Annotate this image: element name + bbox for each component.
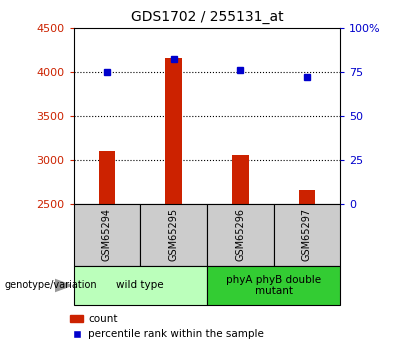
Text: GSM65296: GSM65296 — [235, 208, 245, 261]
Text: phyA phyB double
mutant: phyA phyB double mutant — [226, 275, 321, 296]
Bar — [74, 204, 140, 266]
Bar — [74, 266, 207, 305]
Text: GSM65297: GSM65297 — [302, 208, 312, 261]
Legend: count, percentile rank within the sample: count, percentile rank within the sample — [70, 314, 264, 339]
Bar — [140, 204, 207, 266]
Polygon shape — [55, 279, 71, 292]
Bar — [207, 204, 273, 266]
Bar — [299, 190, 315, 204]
Title: GDS1702 / 255131_at: GDS1702 / 255131_at — [131, 10, 283, 24]
Bar — [99, 151, 115, 204]
Text: GSM65295: GSM65295 — [168, 208, 178, 261]
Bar — [273, 204, 340, 266]
Text: wild type: wild type — [116, 280, 164, 290]
Bar — [207, 266, 340, 305]
Text: GSM65294: GSM65294 — [102, 208, 112, 261]
Bar — [232, 155, 249, 204]
Text: genotype/variation: genotype/variation — [4, 280, 97, 290]
Bar — [165, 58, 182, 204]
